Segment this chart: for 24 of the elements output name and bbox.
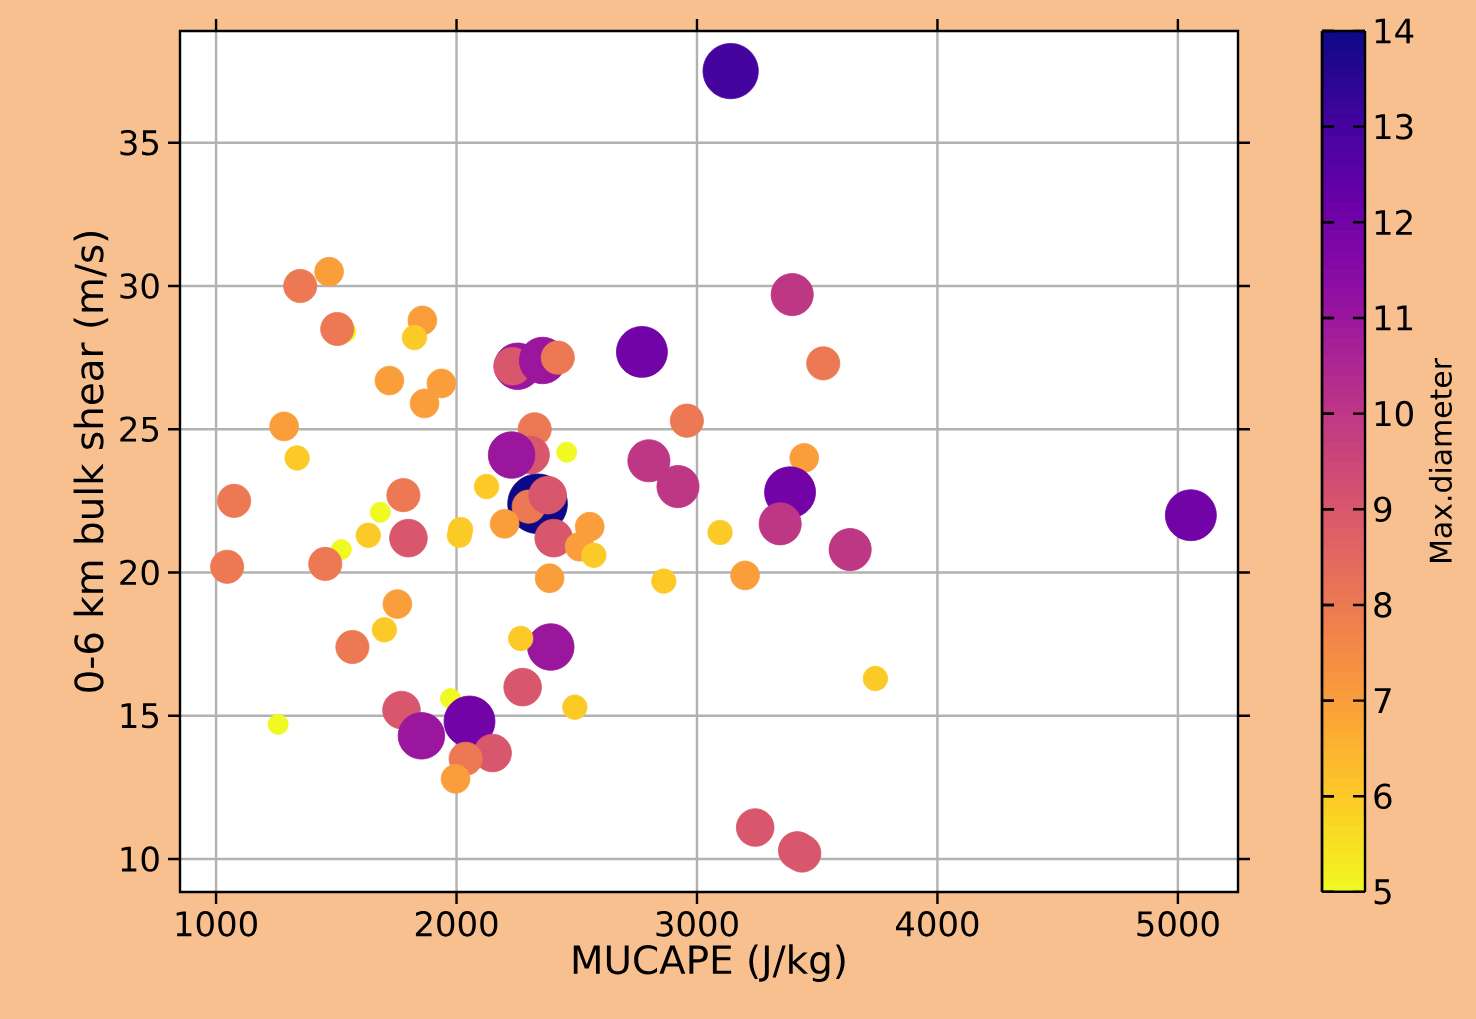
color-bar-label: 13 bbox=[1375, 113, 1413, 140]
y-tick-label: 25 bbox=[120, 416, 158, 443]
x-axis-title: MUCAPE (J/kg) bbox=[573, 944, 845, 982]
x-tick-label: 5000 bbox=[1137, 911, 1219, 937]
color-bar-label: 14 bbox=[1375, 18, 1414, 44]
y-tick-label: 20 bbox=[120, 559, 159, 586]
y-tick-label: 30 bbox=[120, 273, 159, 299]
color-bar-label: 8 bbox=[1374, 592, 1392, 618]
color-bar-label: 10 bbox=[1375, 400, 1413, 427]
y-tick-label: 35 bbox=[120, 129, 158, 156]
color-bar-label: 7 bbox=[1374, 688, 1391, 713]
color-bar-label: 12 bbox=[1375, 209, 1412, 235]
x-tick-label: 1000 bbox=[176, 911, 257, 937]
y-axis-title: 0-6 km bulk shear (m/s) bbox=[73, 231, 109, 692]
x-tick-label: 2000 bbox=[415, 911, 498, 937]
y-tick-label: 15 bbox=[121, 703, 158, 729]
y-tick-label: 10 bbox=[121, 846, 159, 872]
color-bar-label: 6 bbox=[1374, 783, 1392, 810]
x-tick-label: 3000 bbox=[656, 911, 738, 937]
color-bar-label: 11 bbox=[1375, 305, 1413, 331]
x-tick-label: 4000 bbox=[895, 911, 979, 937]
color-bar-title: Max.diameter bbox=[1428, 358, 1452, 562]
color-bar-label: 5 bbox=[1374, 879, 1391, 905]
color-bar-label: 9 bbox=[1374, 496, 1392, 523]
